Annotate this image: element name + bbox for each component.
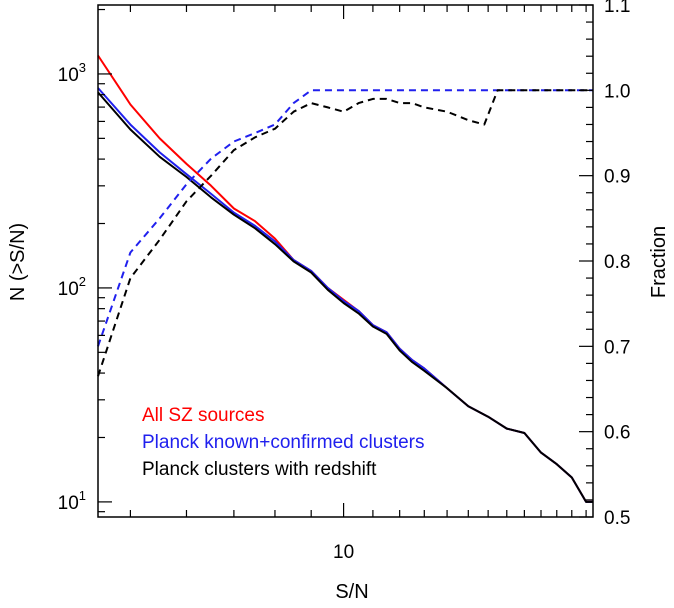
y-right-tick-label: 1.1 <box>604 0 630 17</box>
ticks-layer <box>98 4 593 518</box>
y-axis-title-left: N (>S/N) <box>7 223 29 301</box>
y-left-tick-label: 101 <box>58 488 86 514</box>
y-right-tick-label: 0.6 <box>604 423 630 444</box>
series-line-3-dashed <box>97 89 593 347</box>
series-line-2-solid <box>97 91 593 503</box>
y-right-tick-label: 0.5 <box>604 508 630 529</box>
labels-layer: 101 102 103 0.5 0.6 0.7 0.8 0.9 1.0 1.1 10 <box>58 0 631 563</box>
y-axis-title-right: Fraction <box>648 226 670 298</box>
legend-label-all-sz: All SZ sources <box>142 405 264 426</box>
series-layer <box>97 54 593 503</box>
x-axis-title: S/N <box>335 581 368 603</box>
y-left-tick-label: 102 <box>58 274 86 300</box>
y-right-tick-label: 0.8 <box>604 252 630 273</box>
series-line-4-dashed <box>97 89 593 377</box>
y-left-tick-label: 103 <box>58 60 86 86</box>
legend-label-known-confirmed: Planck known+confirmed clusters <box>142 432 425 453</box>
legend-label-with-redshift: Planck clusters with redshift <box>142 459 377 480</box>
legend: All SZ sources Planck known+confirmed cl… <box>142 405 425 480</box>
y-right-tick-label: 0.7 <box>604 337 630 358</box>
y-right-tick-label: 0.9 <box>604 167 630 188</box>
y-right-tick-label: 1.0 <box>604 81 630 102</box>
x-tick-label: 10 <box>333 542 354 563</box>
